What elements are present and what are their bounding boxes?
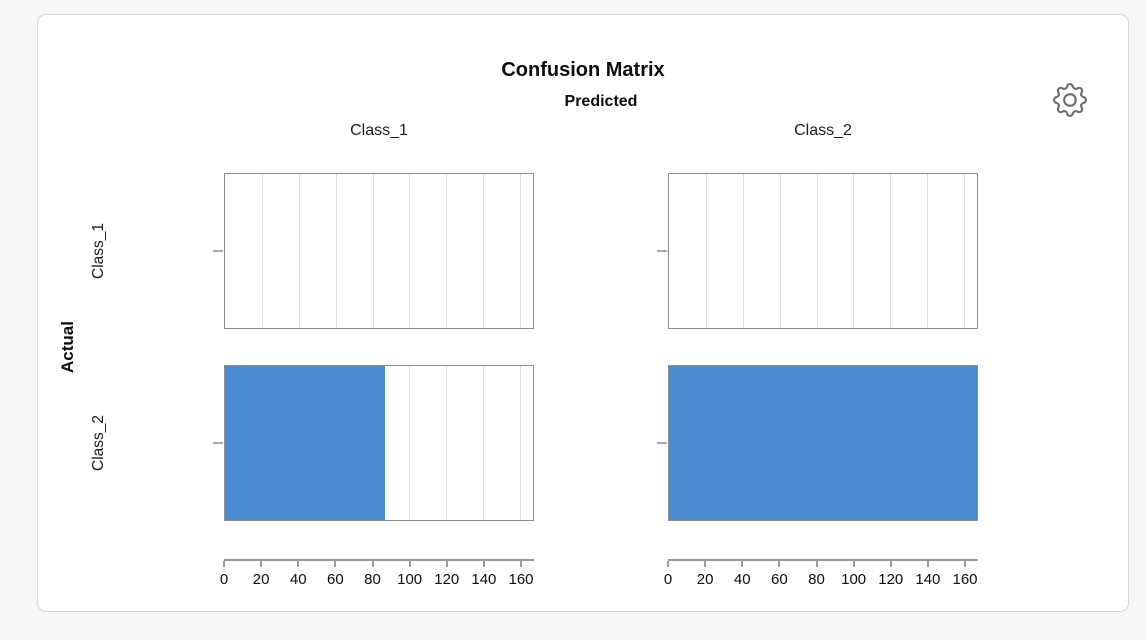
- y-axis-tick: [657, 442, 667, 444]
- x-axis-tick-80: [371, 561, 374, 567]
- gridline-120: [446, 366, 448, 520]
- gridline-20: [261, 174, 263, 328]
- x-axis-tick-20: [704, 561, 707, 567]
- x-axis-tick-60: [778, 561, 781, 567]
- matrix-panel-actual1-pred2: [668, 173, 978, 329]
- x-axis-tick-160: [520, 561, 522, 567]
- x-axis-tick-label-100: 100: [397, 571, 423, 588]
- x-axis-tick-40: [741, 561, 744, 567]
- x-axis-tick-20: [260, 561, 263, 567]
- gridline-140: [483, 366, 485, 520]
- x-axis-tick-100: [408, 561, 411, 567]
- x-axis-tick-label-60: 60: [327, 571, 344, 588]
- x-axis-tick-label-140: 140: [471, 571, 497, 588]
- x-axis-tick-60: [334, 561, 337, 567]
- row-label-class2: Class_2: [90, 415, 107, 471]
- matrix-panel-actual2-pred1: [224, 365, 534, 521]
- chart-title: Confusion Matrix: [501, 59, 665, 81]
- gridline-100: [409, 366, 411, 520]
- x-axis-tick-label-120: 120: [878, 571, 904, 588]
- row-label-class1: Class_1: [90, 223, 107, 279]
- y-axis-tick: [657, 250, 667, 252]
- gridline-140: [927, 174, 929, 328]
- gridline-40: [742, 174, 744, 328]
- gridline-60: [335, 174, 337, 328]
- gridline-120: [446, 174, 448, 328]
- y-axis-tick: [213, 250, 223, 252]
- x-axis-tick-label-140: 140: [915, 571, 941, 588]
- x-axis-tick-label-40: 40: [289, 571, 307, 588]
- x-axis-group-label: Predicted: [564, 93, 638, 110]
- gridline-100: [853, 174, 855, 328]
- gridline-160: [520, 366, 522, 520]
- x-axis-tick-label-60: 60: [771, 571, 788, 588]
- x-axis-tick-label-100: 100: [841, 571, 867, 588]
- x-axis-tick-label-0: 0: [663, 571, 673, 588]
- column-header-class2: Class_2: [794, 122, 852, 139]
- x-axis-tick-160: [964, 561, 966, 567]
- y-axis-tick: [213, 442, 223, 444]
- chart-card: Confusion Matrix Predicted Class_1 Class…: [37, 14, 1129, 612]
- gridline-40: [298, 174, 300, 328]
- x-axis-tick-140: [926, 561, 929, 567]
- gridline-140: [483, 174, 485, 328]
- bar-actual-Class_2-predicted-Class_1: [225, 366, 386, 520]
- x-axis-right: 0 20 40 60 80 100 120 140 160: [664, 559, 978, 603]
- gridline-120: [890, 174, 892, 328]
- matrix-panel-actual2-pred2: [668, 365, 978, 521]
- x-axis-tick-label-0: 0: [219, 571, 229, 588]
- gridline-80: [372, 174, 374, 328]
- x-axis-tick-label-80: 80: [808, 571, 825, 588]
- x-axis-tick-80: [815, 561, 818, 567]
- x-axis-tick-label-160: 160: [508, 571, 534, 588]
- x-axis-tick-0: [223, 561, 225, 567]
- axis-line: [224, 559, 534, 561]
- x-axis-tick-label-20: 20: [252, 571, 270, 588]
- x-axis-tick-100: [852, 561, 855, 567]
- gridline-60: [779, 174, 781, 328]
- x-axis-tick-label-80: 80: [364, 571, 381, 588]
- x-axis-tick-120: [889, 561, 892, 567]
- x-axis-tick-label-20: 20: [696, 571, 714, 588]
- gridline-160: [964, 174, 966, 328]
- axis-line: [668, 559, 978, 561]
- y-axis-group-label: Actual: [58, 321, 77, 373]
- x-axis-tick-40: [297, 561, 300, 567]
- matrix-panel-actual1-pred1: [224, 173, 534, 329]
- x-axis-tick-140: [482, 561, 485, 567]
- column-header-class1: Class_1: [350, 122, 408, 139]
- gear-icon: [1053, 83, 1087, 117]
- x-axis-tick-label-160: 160: [952, 571, 978, 588]
- gridline-80: [816, 174, 818, 328]
- x-axis-tick-0: [667, 561, 669, 567]
- x-axis-tick-label-40: 40: [733, 571, 751, 588]
- gridline-20: [705, 174, 707, 328]
- bar-actual-Class_2-predicted-Class_2: [669, 366, 977, 520]
- x-axis-left: 0 20 40 60 80 100 120 140 160: [220, 559, 534, 603]
- settings-button[interactable]: [1048, 78, 1092, 122]
- x-axis-tick-label-120: 120: [434, 571, 460, 588]
- x-axis-tick-120: [445, 561, 448, 567]
- gridline-100: [409, 174, 411, 328]
- gridline-160: [520, 174, 522, 328]
